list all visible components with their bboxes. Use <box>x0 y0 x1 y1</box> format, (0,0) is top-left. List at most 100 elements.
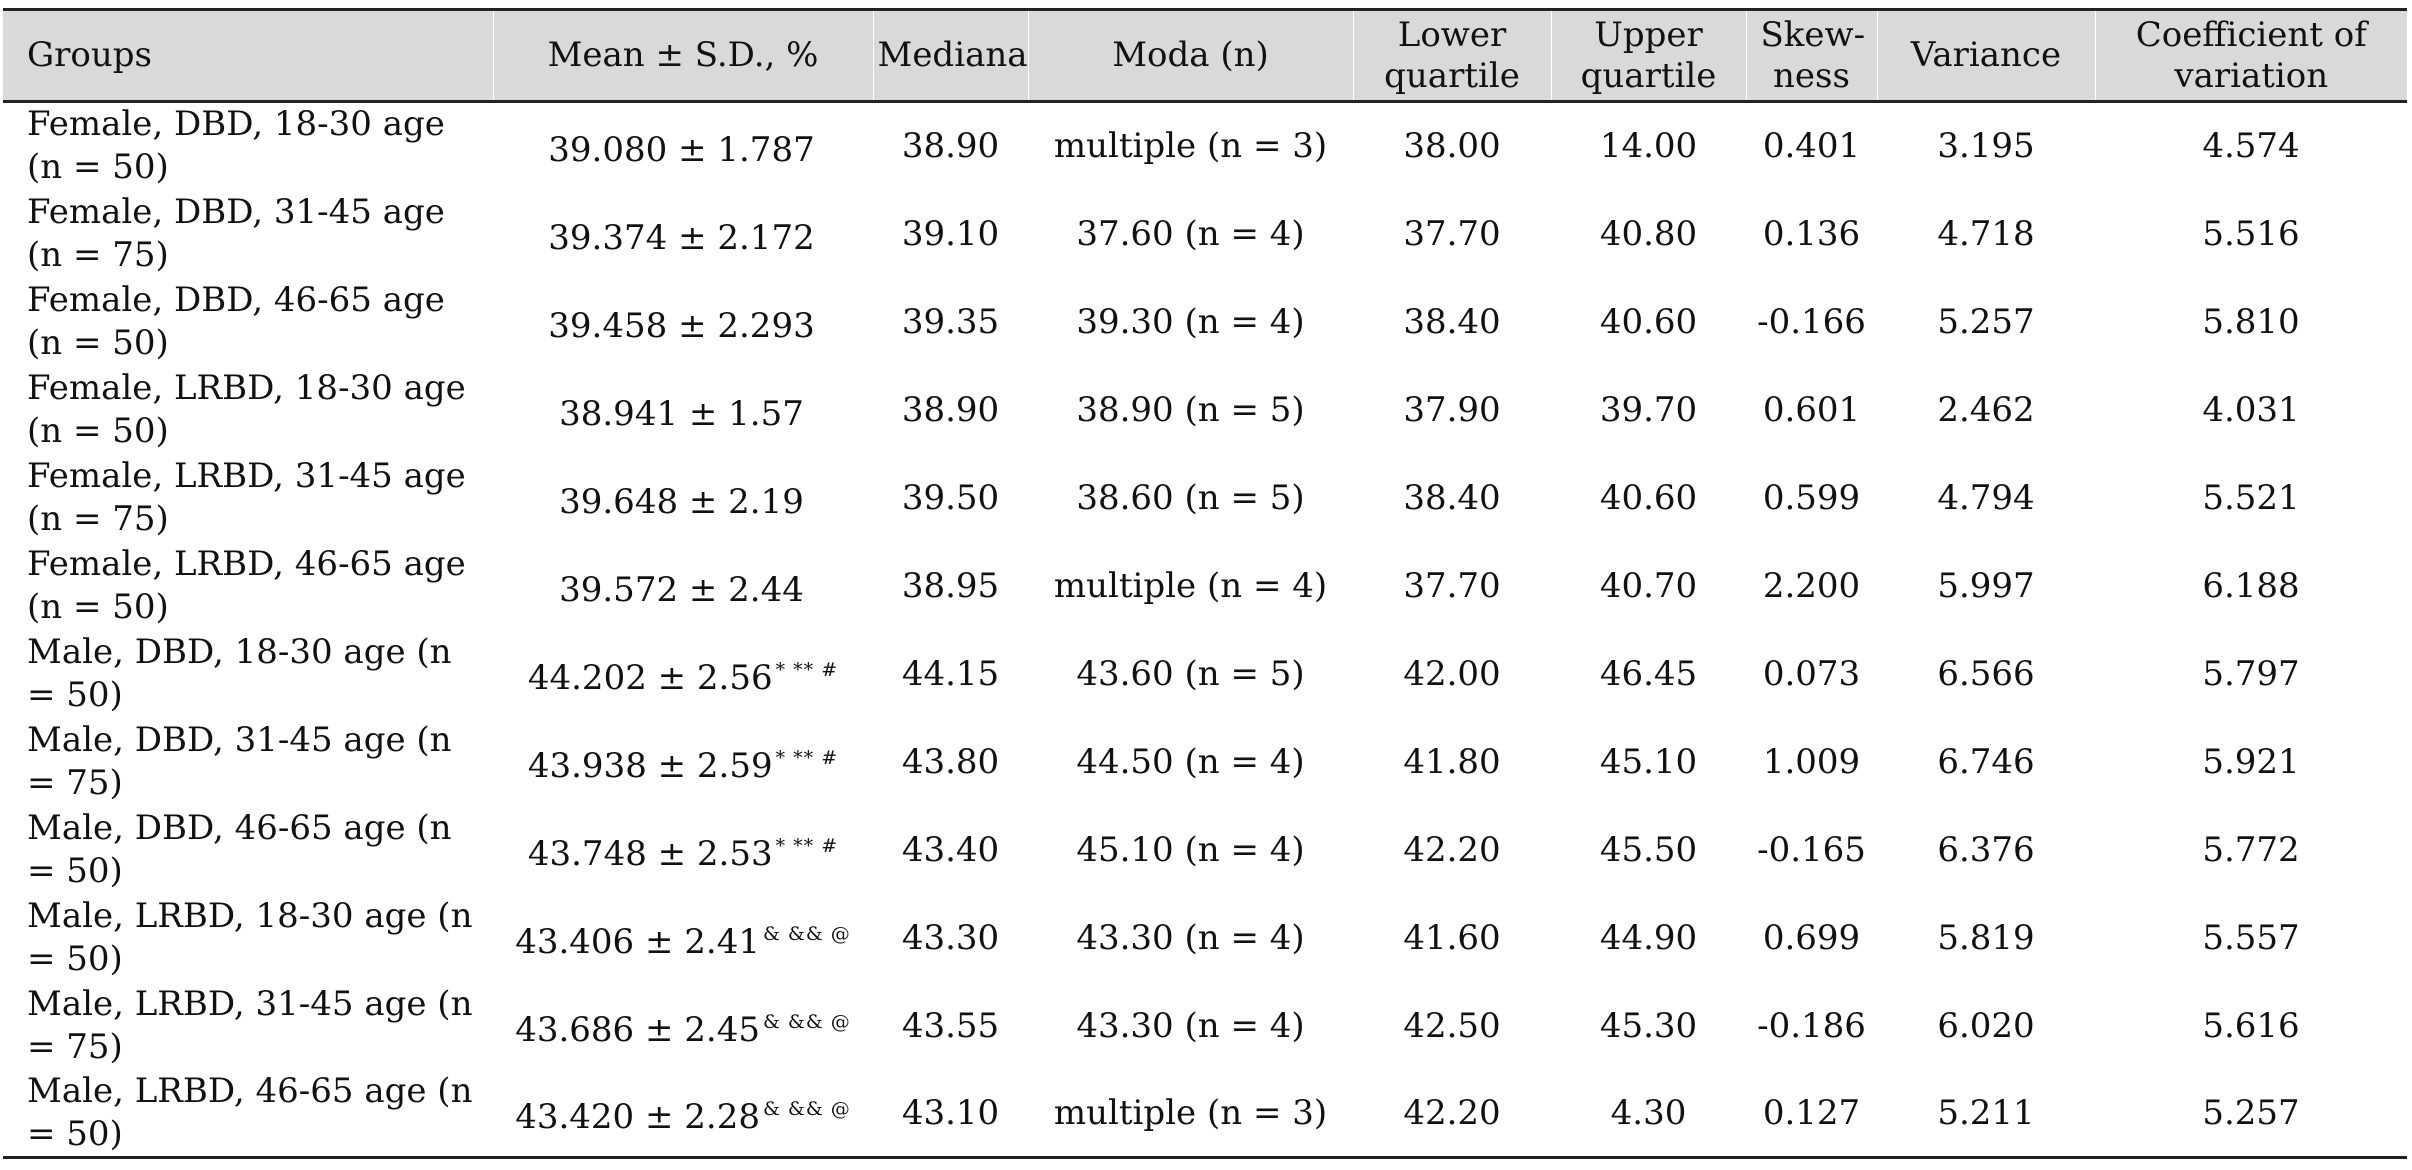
cell-moda: 45.10 (n = 4) <box>1028 806 1353 894</box>
cell-variance-text: 6.376 <box>1937 829 2035 870</box>
cell-lower-quartile: 38.00 <box>1353 102 1551 190</box>
cell-coefficient-of-variation-text: 6.188 <box>2202 565 2300 606</box>
cell-group: Female, LRBD, 46-65 age (n = 50) <box>3 542 493 630</box>
cell-coefficient-of-variation-text: 4.574 <box>2202 126 2300 167</box>
cell-group: Male, LRBD, 18-30 age (n = 50) <box>3 894 493 982</box>
cell-mediana: 39.35 <box>873 278 1028 366</box>
cell-group: Male, LRBD, 31-45 age (n = 75) <box>3 982 493 1070</box>
cell-variance: 6.376 <box>1877 806 2095 894</box>
significance-marks: & && @ <box>762 1010 851 1033</box>
header-variance: Variance <box>1876 8 2096 103</box>
table-row: Female, DBD, 18-30 age (n = 50) 39.080 ± … <box>3 102 2407 190</box>
cell-coefficient-of-variation-text: 4.031 <box>2202 389 2300 430</box>
cell-group-text: Male, DBD, 18-30 age (n = 50) <box>27 631 452 715</box>
cell-upper-quartile: 40.60 <box>1551 454 1746 542</box>
cell-moda: 44.50 (n = 4) <box>1028 718 1353 806</box>
cell-moda-text: multiple (n = 3) <box>1053 1092 1328 1133</box>
cell-mean-sd: 43.420 ± 2.28 & && @ <box>493 1069 873 1159</box>
table-row: Female, DBD, 46-65 age (n = 50) 39.458 ± … <box>3 278 2407 366</box>
header-lower-quartile: Lower quartile <box>1352 8 1552 103</box>
cell-group-text: Female, LRBD, 18-30 age (n = 50) <box>27 367 466 451</box>
cell-variance: 5.997 <box>1877 542 2095 630</box>
cell-upper-quartile: 45.30 <box>1551 982 1746 1070</box>
cell-moda-text: multiple (n = 3) <box>1053 126 1328 167</box>
cell-variance: 4.718 <box>1877 190 2095 278</box>
table-row: Female, DBD, 31-45 age (n = 75) 39.374 ± … <box>3 190 2407 278</box>
cell-moda: 38.90 (n = 5) <box>1028 366 1353 454</box>
cell-variance-text: 3.195 <box>1937 126 2035 167</box>
cell-upper-quartile-text: 45.30 <box>1599 1005 1698 1046</box>
cell-coefficient-of-variation: 5.921 <box>2095 718 2407 806</box>
header-coefficient-of-variation: Coefficient of variation <box>2094 8 2407 103</box>
cell-upper-quartile-text: 45.50 <box>1599 829 1698 870</box>
cell-mediana: 43.30 <box>873 894 1028 982</box>
cell-skewness: 0.127 <box>1746 1069 1877 1159</box>
cell-mediana-text: 39.35 <box>901 301 1000 342</box>
cell-variance: 6.020 <box>1877 982 2095 1070</box>
cell-upper-quartile: 39.70 <box>1551 366 1746 454</box>
cell-mediana-text: 39.50 <box>901 477 1000 518</box>
cell-group: Female, LRBD, 31-45 age (n = 75) <box>3 454 493 542</box>
cell-mediana: 43.10 <box>873 1069 1028 1159</box>
cell-coefficient-of-variation-text: 5.521 <box>2202 477 2300 518</box>
cell-moda: 38.60 (n = 5) <box>1028 454 1353 542</box>
cell-skewness: 1.009 <box>1746 718 1877 806</box>
table-header: Groups Mean ± S.D., % Mediana Moda (n) L… <box>3 8 2407 103</box>
statistics-table: Groups Mean ± S.D., % Mediana Moda (n) L… <box>3 8 2407 1159</box>
cell-skewness: 0.401 <box>1746 102 1877 190</box>
cell-variance-text: 5.257 <box>1937 301 2035 342</box>
cell-lower-quartile: 37.70 <box>1353 542 1551 630</box>
cell-mean-sd: 38.941 ± 1.57 <box>493 366 873 454</box>
cell-coefficient-of-variation: 5.810 <box>2095 278 2407 366</box>
cell-skewness: 0.599 <box>1746 454 1877 542</box>
cell-mediana: 43.40 <box>873 806 1028 894</box>
cell-variance: 5.257 <box>1877 278 2095 366</box>
cell-upper-quartile-text: 40.80 <box>1599 213 1698 254</box>
cell-variance-text: 5.997 <box>1937 565 2035 606</box>
cell-upper-quartile-text: 45.10 <box>1599 741 1698 782</box>
cell-upper-quartile-text: 40.60 <box>1599 477 1698 518</box>
cell-variance-text: 4.718 <box>1937 213 2035 254</box>
cell-skewness: 0.136 <box>1746 190 1877 278</box>
cell-lower-quartile: 38.40 <box>1353 454 1551 542</box>
table-row: Female, LRBD, 31-45 age (n = 75) 39.648 ±… <box>3 454 2407 542</box>
cell-upper-quartile-text: 40.60 <box>1599 301 1698 342</box>
cell-group-text: Male, LRBD, 31-45 age (n = 75) <box>27 983 473 1067</box>
cell-variance: 2.462 <box>1877 366 2095 454</box>
cell-lower-quartile-text: 38.00 <box>1403 126 1501 167</box>
cell-moda-text: 43.30 (n = 4) <box>1076 1005 1305 1046</box>
cell-lower-quartile-text: 42.20 <box>1403 829 1501 870</box>
cell-group-text: Female, DBD, 46-65 age (n = 50) <box>27 279 445 363</box>
cell-mediana: 38.90 <box>873 366 1028 454</box>
cell-upper-quartile-text: 14.00 <box>1599 126 1698 167</box>
cell-variance-text: 6.566 <box>1937 653 2035 694</box>
cell-upper-quartile: 14.00 <box>1551 102 1746 190</box>
cell-variance: 6.746 <box>1877 718 2095 806</box>
cell-moda-text: 45.10 (n = 4) <box>1076 829 1305 870</box>
header-skewness: Skew-ness <box>1745 8 1878 103</box>
cell-group: Female, DBD, 18-30 age (n = 50) <box>3 102 493 190</box>
table-row: Male, DBD, 46-65 age (n = 50) 43.748 ± 2.… <box>3 806 2407 894</box>
header-row: Groups Mean ± S.D., % Mediana Moda (n) L… <box>3 8 2407 103</box>
cell-group: Male, DBD, 18-30 age (n = 50) <box>3 630 493 718</box>
cell-mediana: 38.95 <box>873 542 1028 630</box>
cell-lower-quartile-text: 38.40 <box>1403 477 1501 518</box>
cell-upper-quartile: 45.50 <box>1551 806 1746 894</box>
cell-mean-sd: 39.648 ± 2.19 <box>493 454 873 542</box>
table-row: Male, DBD, 18-30 age (n = 50) 44.202 ± 2.… <box>3 630 2407 718</box>
cell-group-text: Male, LRBD, 18-30 age (n = 50) <box>27 895 473 979</box>
cell-coefficient-of-variation-text: 5.516 <box>2202 213 2300 254</box>
cell-group-text: Female, LRBD, 31-45 age (n = 75) <box>27 455 466 539</box>
cell-moda: multiple (n = 4) <box>1028 542 1353 630</box>
cell-coefficient-of-variation: 5.797 <box>2095 630 2407 718</box>
cell-variance: 6.566 <box>1877 630 2095 718</box>
header-mean-sd: Mean ± S.D., % <box>492 8 874 103</box>
cell-upper-quartile: 4.30 <box>1551 1069 1746 1159</box>
cell-moda-text: 43.30 (n = 4) <box>1076 917 1305 958</box>
cell-group-text: Female, DBD, 18-30 age (n = 50) <box>27 104 445 188</box>
cell-coefficient-of-variation-text: 5.921 <box>2202 741 2300 782</box>
cell-skewness: 0.699 <box>1746 894 1877 982</box>
cell-lower-quartile-text: 37.90 <box>1403 389 1501 430</box>
cell-coefficient-of-variation: 5.557 <box>2095 894 2407 982</box>
cell-moda-text: multiple (n = 4) <box>1053 565 1328 606</box>
